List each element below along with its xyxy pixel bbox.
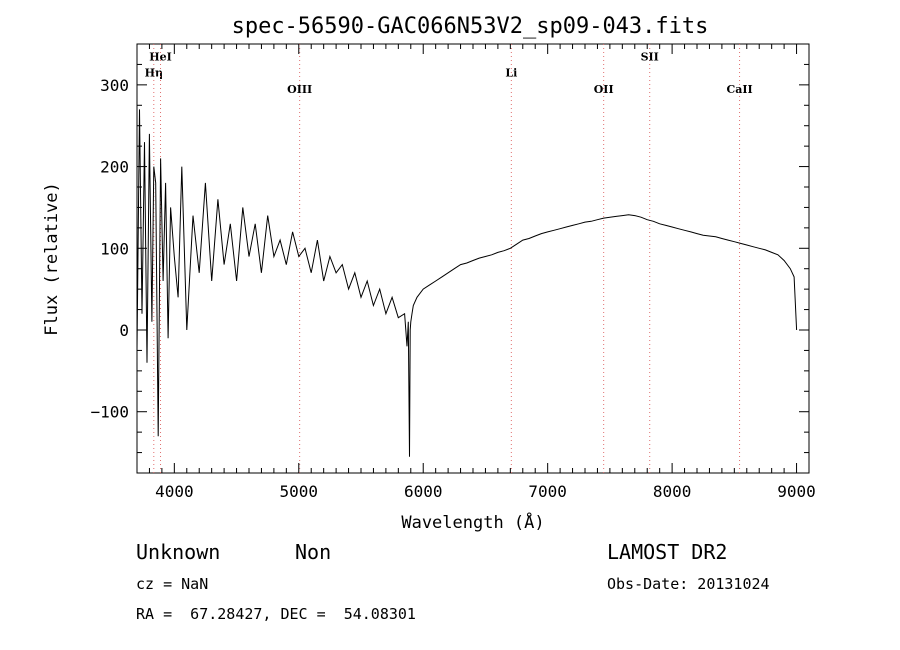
y-axis-label: Flux (relative) bbox=[42, 182, 62, 336]
x-tick-label: 5000 bbox=[280, 482, 319, 501]
y-tick-label: 300 bbox=[100, 76, 129, 95]
observation-date: Obs-Date: 20131024 bbox=[607, 575, 770, 593]
x-tick-label: 7000 bbox=[528, 482, 567, 501]
marker-label-oii: OII bbox=[594, 83, 614, 96]
emission-line-markers: Hη HeI OIII Li OII SII CaII bbox=[145, 44, 753, 473]
marker-label-hei: HeI bbox=[149, 50, 172, 63]
y-tick-label: 200 bbox=[100, 158, 129, 177]
chart-title: spec-56590-GAC066N53V2_sp09-043.fits bbox=[232, 14, 709, 39]
y-axis-ticks: −100 0 100 200 300 bbox=[90, 43, 809, 454]
marker-label-caii: CaII bbox=[726, 83, 752, 96]
y-tick-label: 0 bbox=[119, 321, 129, 340]
x-tick-label: 8000 bbox=[653, 482, 692, 501]
redshift-value: cz = NaN bbox=[136, 575, 209, 593]
y-tick-label: 100 bbox=[100, 239, 129, 258]
marker-label-sii: SII bbox=[641, 50, 659, 63]
x-tick-label: 6000 bbox=[404, 482, 443, 501]
survey-name: LAMOST DR2 bbox=[607, 540, 728, 564]
x-tick-label: 9000 bbox=[777, 482, 816, 501]
x-axis-ticks: 4000 5000 6000 7000 8000 9000 bbox=[136, 44, 816, 501]
spectrum-line bbox=[136, 109, 798, 457]
marker-label-hη: Hη bbox=[145, 67, 163, 80]
spectral-class: Unknown bbox=[136, 540, 221, 564]
marker-label-oiii: OIII bbox=[287, 83, 312, 96]
plot-frame bbox=[136, 43, 810, 474]
x-axis-label: Wavelength (Å) bbox=[401, 511, 544, 533]
spectral-subclass: Non bbox=[295, 540, 332, 564]
coordinates: RA = 67.28427, DEC = 54.08301 bbox=[136, 605, 416, 623]
x-tick-label: 4000 bbox=[155, 482, 194, 501]
y-tick-label: −100 bbox=[90, 403, 129, 422]
marker-label-li: Li bbox=[505, 67, 517, 80]
